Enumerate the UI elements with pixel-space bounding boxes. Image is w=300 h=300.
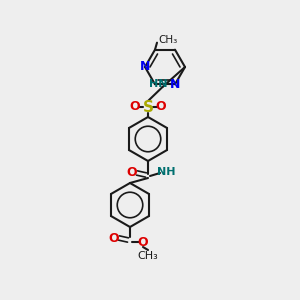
Text: O: O: [156, 100, 166, 113]
Text: N: N: [140, 61, 150, 74]
Text: O: O: [127, 166, 137, 178]
Text: CH₃: CH₃: [138, 251, 158, 261]
Text: O: O: [138, 236, 148, 248]
Text: N: N: [170, 78, 180, 91]
Text: NH: NH: [157, 167, 175, 177]
Text: HN: HN: [149, 79, 168, 89]
Text: O: O: [130, 100, 140, 113]
Text: CH₃: CH₃: [158, 35, 177, 45]
Text: S: S: [142, 100, 154, 115]
Text: O: O: [109, 232, 119, 244]
